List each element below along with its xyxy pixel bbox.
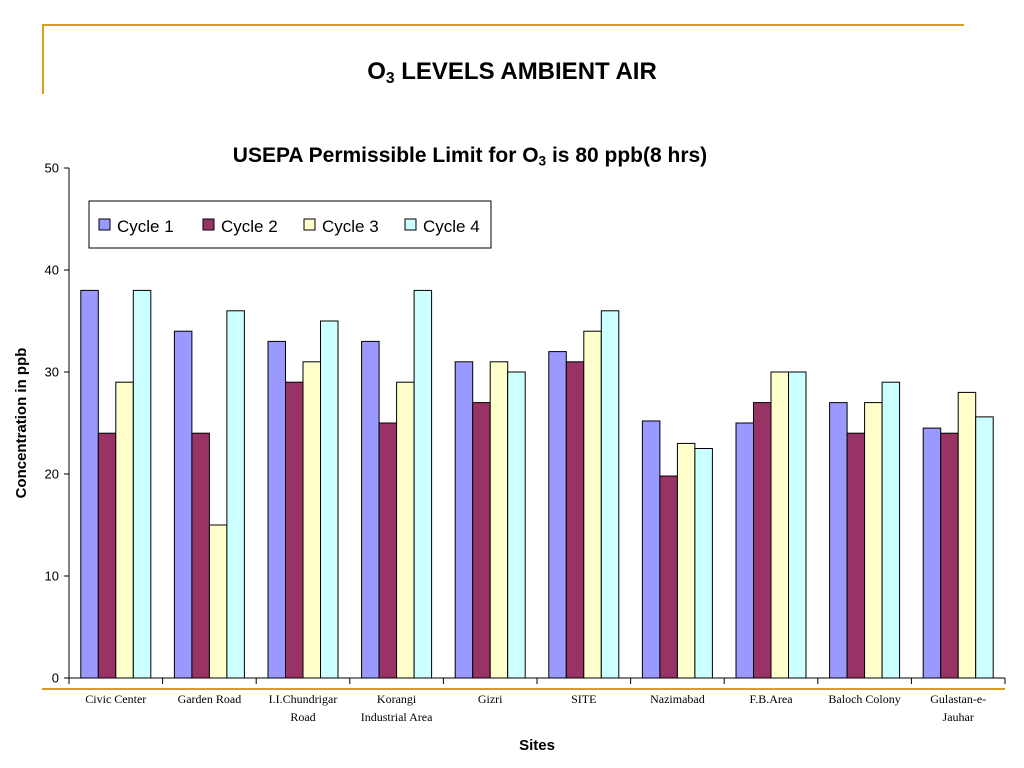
- bar-cycle-1-4: [454, 361, 474, 679]
- legend-swatch-cycle-1: [98, 218, 111, 231]
- bar-cycle-1-8: [829, 402, 848, 679]
- bar-cycle-4-5: [600, 310, 620, 679]
- x-tick-label-8: Baloch Colony: [828, 692, 900, 706]
- bar-cycle-2-0: [97, 432, 117, 679]
- y-tick-label-10: 10: [45, 569, 59, 584]
- bar-cycle-2-9: [940, 432, 959, 679]
- x-tick-label-4: Gizri: [478, 692, 503, 706]
- bar-cycle-3-3: [396, 381, 415, 679]
- bar-cycle-1-7: [735, 422, 754, 679]
- bar-cycle-1-6: [641, 420, 661, 679]
- bar-cycle-2-5: [565, 361, 585, 679]
- bar-cycle-1-0: [80, 289, 99, 679]
- y-tick-label-20: 20: [45, 467, 59, 482]
- x-tick-label-3-line-0: Korangi: [377, 692, 417, 706]
- bar-cycle-2-8: [846, 432, 866, 679]
- bar-cycle-3-8: [864, 402, 883, 679]
- bar-cycle-1-1: [173, 330, 193, 679]
- bar-cycle-4-2: [320, 320, 339, 679]
- bar-cycle-4-9: [975, 416, 994, 679]
- decorative-top-line: [42, 24, 964, 26]
- bar-cycle-3-7: [770, 371, 789, 679]
- x-tick-label-5: SITE: [571, 692, 596, 706]
- bar-cycle-4-1: [226, 310, 245, 679]
- x-tick-label-6: Nazimabad: [650, 692, 705, 706]
- legend-swatch-cycle-2: [202, 218, 215, 231]
- x-tick-label-9-line-1: Jauhar: [943, 710, 974, 724]
- x-tick-label-2-line-0: I.I.Chundrigar: [269, 692, 338, 706]
- bar-cycle-3-6: [676, 442, 696, 679]
- chart-title: USEPA Permissible Limit for O3 is 80 ppb…: [232, 144, 708, 169]
- slide-title: O3 LEVELS AMBIENT AIR: [367, 58, 657, 87]
- x-tick-label-9-line-0: Gulastan-e-: [930, 692, 986, 706]
- legend-label-cycle-2: Cycle 2: [221, 217, 278, 236]
- bar-cycle-4-6: [694, 448, 713, 679]
- bar-cycle-2-3: [378, 422, 398, 679]
- bar-cycle-3-0: [115, 381, 134, 679]
- bar-cycle-1-3: [361, 340, 380, 679]
- bar-cycle-3-2: [302, 361, 321, 679]
- bar-cycle-4-0: [132, 289, 152, 679]
- bar-cycle-4-7: [788, 371, 807, 679]
- y-tick-label-30: 30: [45, 365, 59, 380]
- legend-swatch-cycle-3: [303, 218, 316, 231]
- bar-cycle-2-1: [191, 432, 210, 679]
- bar-cycle-1-5: [548, 351, 567, 679]
- x-tick-label-1: Garden Road: [178, 692, 242, 706]
- bar-cycle-2-4: [472, 402, 491, 679]
- bar-cycle-3-5: [583, 330, 602, 679]
- bar-cycle-1-9: [922, 427, 942, 679]
- bar-cycle-4-4: [507, 371, 526, 679]
- bar-cycle-2-6: [659, 475, 678, 679]
- y-tick-label-0: 0: [52, 671, 59, 686]
- x-axis-title: Sites: [519, 737, 555, 754]
- x-tick-label-0: Civic Center: [85, 692, 146, 706]
- legend-label-cycle-3: Cycle 3: [322, 217, 379, 236]
- y-axis-title: Concentration in ppb: [13, 348, 30, 499]
- legend-swatch-cycle-4: [404, 218, 417, 231]
- legend-box: [88, 200, 492, 249]
- x-tick-label-2-line-1: Road: [290, 710, 315, 724]
- bar-cycle-2-7: [753, 402, 772, 679]
- decorative-left-line: [42, 24, 44, 94]
- bar-cycle-4-8: [881, 381, 901, 679]
- x-tick-label-7: F.B.Area: [749, 692, 793, 706]
- bar-cycle-3-9: [957, 391, 977, 679]
- bar-cycle-1-2: [267, 340, 286, 679]
- bar-cycle-4-3: [413, 289, 433, 679]
- y-tick-label-50: 50: [45, 161, 59, 176]
- y-tick-label-40: 40: [45, 263, 59, 278]
- bar-cycle-3-4: [489, 361, 509, 679]
- bar-cycle-2-2: [285, 381, 304, 679]
- legend-label-cycle-4: Cycle 4: [423, 217, 480, 236]
- x-tick-label-3-line-1: Industrial Area: [361, 710, 433, 724]
- bar-cycle-3-1: [208, 524, 228, 679]
- legend-label-cycle-1: Cycle 1: [117, 217, 174, 236]
